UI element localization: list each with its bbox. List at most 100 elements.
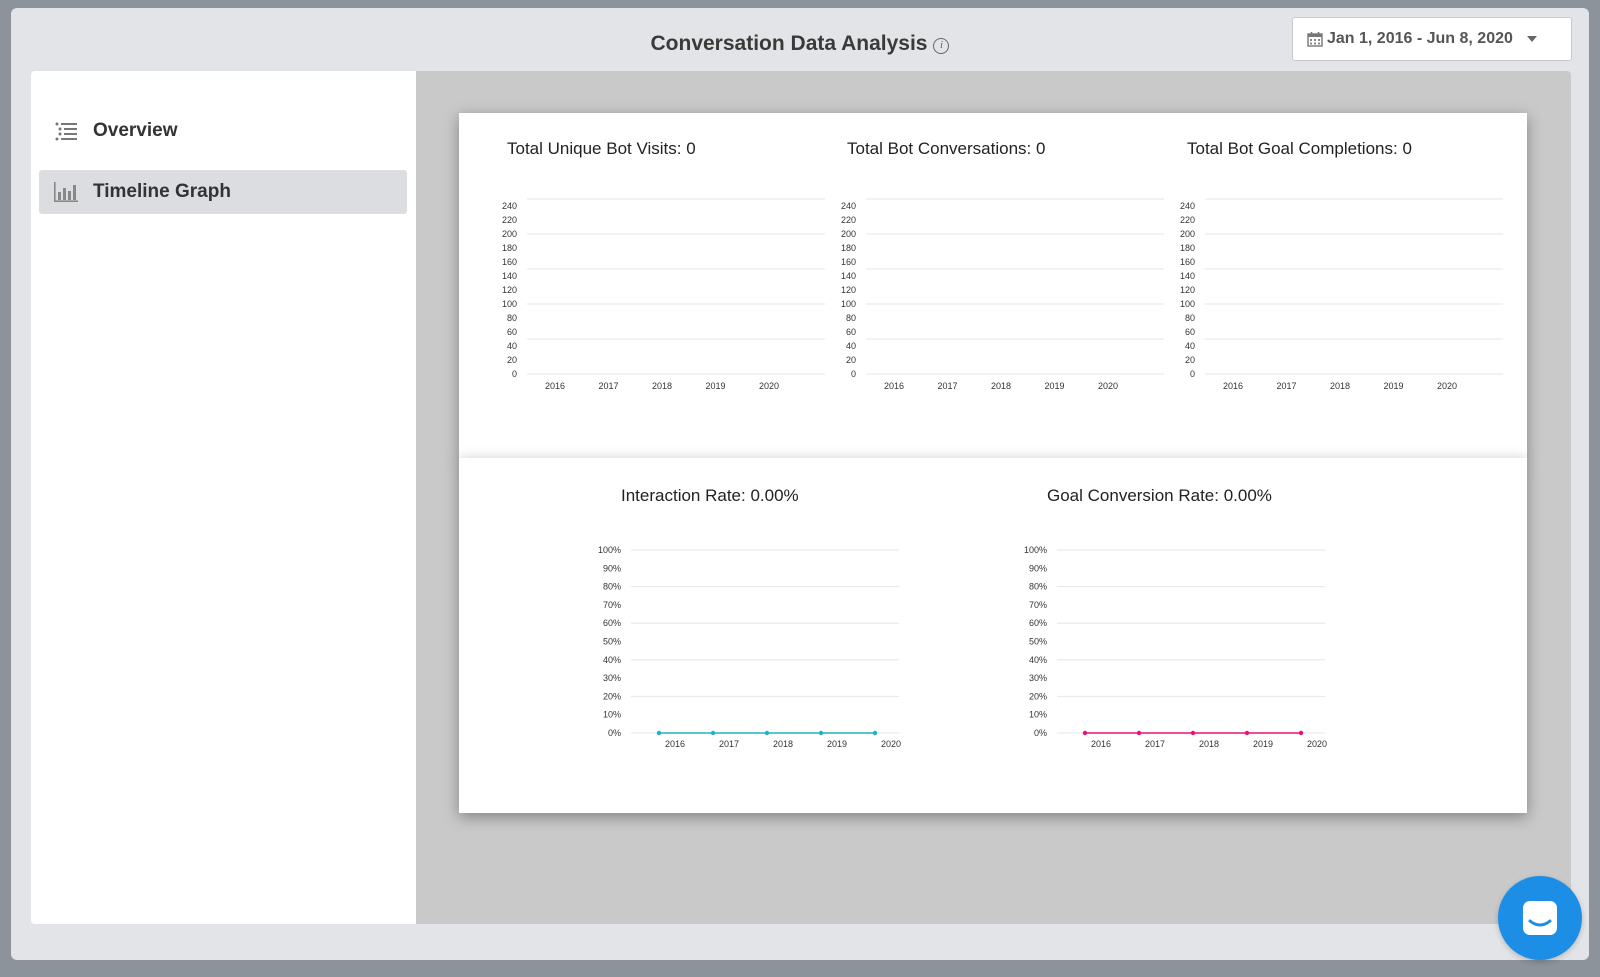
- y-tick-label: 0%: [608, 728, 621, 738]
- y-tick-label: 90%: [1029, 563, 1047, 573]
- chart-unique-bot-visits: Total Unique Bot Visits: 0 240 220 200 180 1…: [497, 139, 827, 409]
- x-tick-label: 2018: [652, 381, 672, 391]
- y-tick-label: 40: [846, 341, 856, 351]
- chart-interaction-rate: Interaction Rate: 0.00% 100% 90% 80% 70% 60%…: [579, 486, 949, 776]
- y-tick-label: 80: [507, 313, 517, 323]
- y-tick-label: 100: [502, 299, 517, 309]
- x-tick-label: 2020: [759, 381, 779, 391]
- x-tick-label: 2020: [1098, 381, 1118, 391]
- y-tick-label: 30%: [1029, 673, 1047, 683]
- y-tick-label: 40%: [603, 655, 621, 665]
- data-point: [1190, 730, 1196, 736]
- x-tick-label: 2017: [1276, 381, 1296, 391]
- x-tick-label: 2019: [1044, 381, 1064, 391]
- x-tick-label: 2017: [937, 381, 957, 391]
- info-icon[interactable]: i: [933, 38, 950, 54]
- y-tick-label: 200: [841, 229, 856, 239]
- y-tick-label: 50%: [603, 637, 621, 647]
- y-tick-label: 0: [512, 369, 517, 379]
- data-point: [872, 730, 878, 736]
- sidebar: Overview Timeline Graph: [31, 71, 416, 924]
- data-point: [710, 730, 716, 736]
- x-tick-label: 2018: [773, 739, 793, 749]
- y-tick-label: 0: [1190, 369, 1195, 379]
- chat-bubble-icon: [1523, 901, 1557, 935]
- y-tick-label: 80: [846, 313, 856, 323]
- y-tick-label: 80: [1185, 313, 1195, 323]
- y-tick-label: 20: [846, 355, 856, 365]
- y-tick-label: 10%: [1029, 710, 1047, 720]
- y-tick-label: 180: [841, 243, 856, 253]
- y-tick-label: 10%: [603, 710, 621, 720]
- chart-title: Total Unique Bot Visits: 0: [507, 139, 696, 158]
- y-tick-label: 140: [1180, 271, 1195, 281]
- x-tick-label: 2017: [1145, 739, 1165, 749]
- y-tick-label: 60%: [1029, 618, 1047, 628]
- x-tick-label: 2020: [881, 739, 901, 749]
- y-tick-label: 20: [1185, 355, 1195, 365]
- y-tick-label: 20%: [603, 691, 621, 701]
- x-tick-label: 2016: [1223, 381, 1243, 391]
- y-tick-label: 0: [851, 369, 856, 379]
- y-tick-label: 40: [507, 341, 517, 351]
- app-window: Conversation Data Analysis i Jan 1, 2016 …: [11, 8, 1589, 960]
- x-tick-label: 2019: [1383, 381, 1403, 391]
- sidebar-item-overview[interactable]: Overview: [39, 109, 407, 153]
- x-tick-label: 2018: [1330, 381, 1350, 391]
- y-tick-label: 90%: [603, 563, 621, 573]
- sidebar-item-timeline-graph[interactable]: Timeline Graph: [39, 170, 407, 214]
- y-tick-label: 100: [841, 299, 856, 309]
- y-tick-label: 180: [1180, 243, 1195, 253]
- y-tick-label: 180: [502, 243, 517, 253]
- data-point: [1136, 730, 1142, 736]
- y-tick-label: 20: [507, 355, 517, 365]
- y-tick-label: 160: [502, 257, 517, 267]
- data-point: [1298, 730, 1304, 736]
- calendar-icon: [1307, 32, 1323, 47]
- y-tick-label: 70%: [603, 600, 621, 610]
- y-tick-label: 20%: [1029, 691, 1047, 701]
- data-point: [764, 730, 770, 736]
- page-title-text: Conversation Data Analysis: [650, 32, 928, 55]
- y-tick-label: 100%: [598, 545, 621, 555]
- x-tick-label: 2018: [991, 381, 1011, 391]
- y-tick-label: 100%: [1024, 545, 1047, 555]
- chart-title: Total Bot Conversations: 0: [847, 139, 1046, 158]
- chart-title: Interaction Rate: 0.00%: [621, 486, 799, 505]
- totals-panel: Total Unique Bot Visits: 0 240 220 200 180 1…: [459, 113, 1527, 459]
- data-point: [818, 730, 824, 736]
- chevron-down-icon: [1526, 36, 1537, 42]
- x-tick-label: 2017: [719, 739, 739, 749]
- y-tick-label: 240: [841, 201, 856, 211]
- y-tick-label: 30%: [603, 673, 621, 683]
- chat-launcher-button[interactable]: [1498, 876, 1582, 960]
- y-tick-label: 200: [1180, 229, 1195, 239]
- y-tick-label: 200: [502, 229, 517, 239]
- y-tick-label: 40: [1185, 341, 1195, 351]
- chart-title: Total Bot Goal Completions: 0: [1187, 139, 1412, 158]
- date-range-label: Jan 1, 2016 - Jun 8, 2020: [1327, 30, 1513, 47]
- y-tick-label: 220: [841, 215, 856, 225]
- y-tick-label: 60: [1185, 327, 1195, 337]
- y-tick-label: 160: [841, 257, 856, 267]
- y-tick-label: 80%: [603, 582, 621, 592]
- chart-svg: 100% 90% 80% 70% 60% 50% 40% 30% 20% 10% 0% 2016 201…: [1024, 545, 1327, 749]
- main-content: Total Unique Bot Visits: 0 240 220 200 180 1…: [416, 71, 1571, 924]
- y-tick-label: 240: [502, 201, 517, 211]
- chart-title: Goal Conversion Rate: 0.00%: [1047, 486, 1272, 505]
- y-tick-label: 220: [1180, 215, 1195, 225]
- x-tick-label: 2020: [1307, 739, 1327, 749]
- page-title: Conversation Data Analysis i: [11, 32, 1589, 56]
- data-point: [1244, 730, 1250, 736]
- y-tick-label: 120: [502, 285, 517, 295]
- x-tick-label: 2019: [827, 739, 847, 749]
- y-tick-label: 120: [1180, 285, 1195, 295]
- rates-panel: Interaction Rate: 0.00% 100% 90% 80% 70% 60%…: [459, 458, 1527, 813]
- y-tick-label: 80%: [1029, 582, 1047, 592]
- date-range-picker[interactable]: Jan 1, 2016 - Jun 8, 2020: [1292, 17, 1572, 61]
- y-tick-label: 120: [841, 285, 856, 295]
- x-tick-label: 2018: [1199, 739, 1219, 749]
